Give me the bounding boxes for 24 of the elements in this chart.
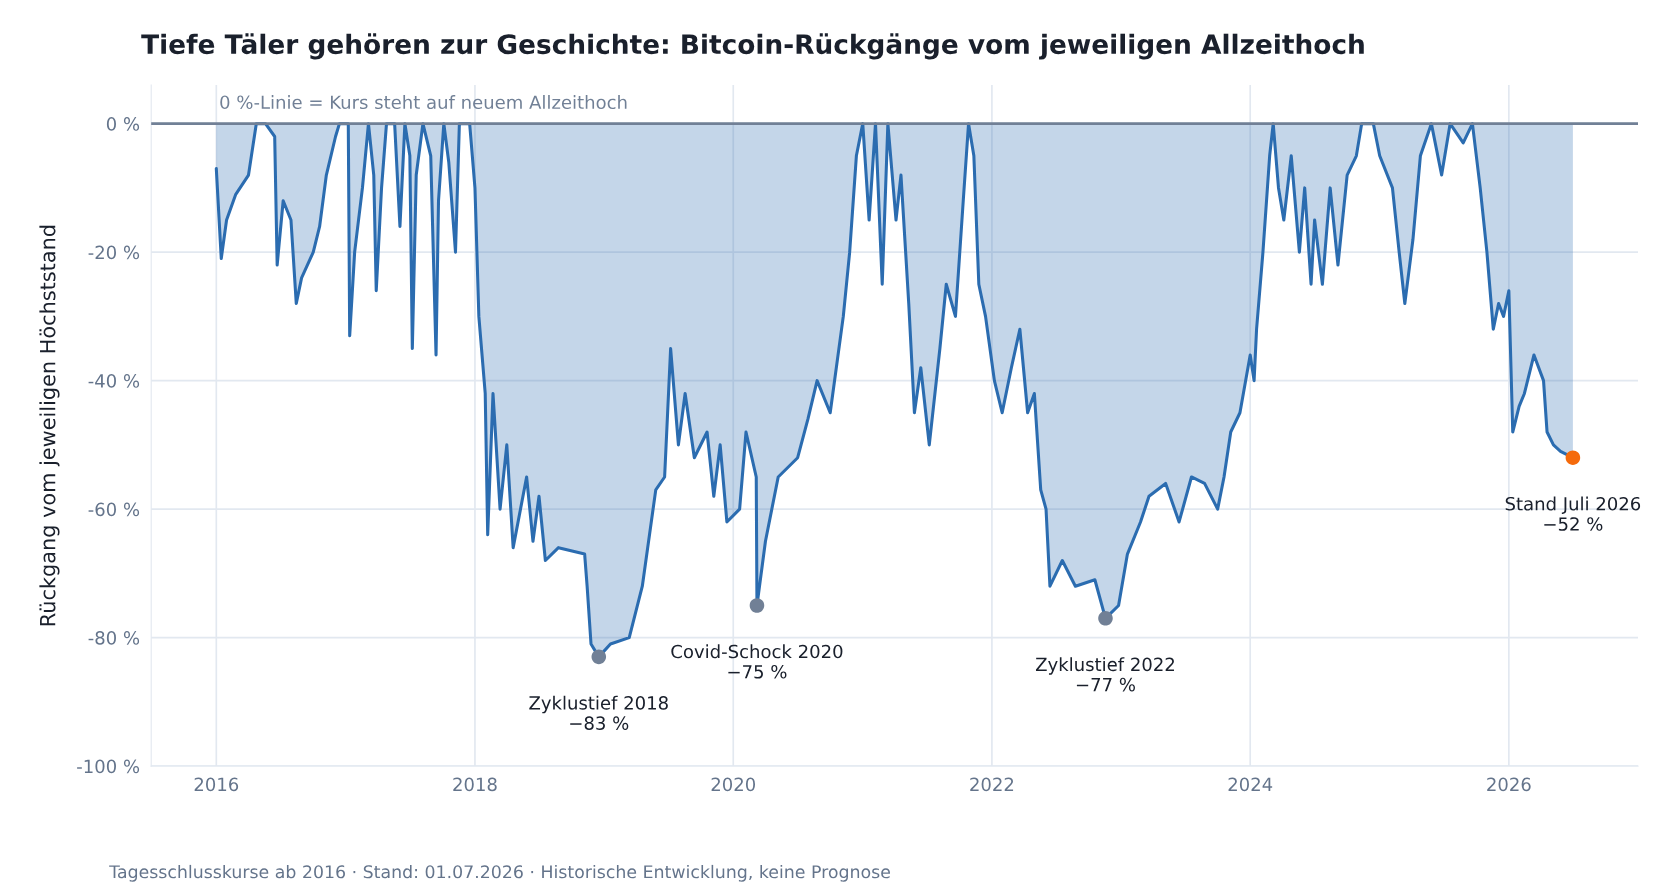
point (591, 649, 607, 665)
y-tick-label: -80 % (88, 631, 140, 645)
y-tick-label: -20 % (88, 245, 140, 260)
annotation: Stand Juli 2026 −52 % (1505, 496, 1641, 531)
annotation: Covid-Schock 2020 −75 % (671, 644, 843, 679)
point (1565, 450, 1581, 465)
y-tick-label: -60 % (88, 502, 140, 517)
x-tick-label: 2024 (1228, 777, 1273, 792)
point (1098, 611, 1113, 626)
x-tick-label: 2022 (970, 777, 1014, 792)
x-tick-label: 2016 (194, 777, 239, 792)
chart-title: Tiefe Täler gehören zur Geschichte: Bitcoin-Rückgänge vom jeweiligen Allzeithoch (141, 33, 1364, 60)
text: Tagesschlusskurse ab 2016 · Stand: 01.07.2026 · Historische Entwicklung, keine Prognose (109, 864, 890, 882)
point (749, 598, 765, 613)
x-tick-label: 2018 (453, 777, 497, 792)
annotation: Zyklustief 2022 −77 % (1035, 657, 1174, 692)
y-axis-title: Rückgang vom jeweiligen Höchststand (39, 225, 60, 626)
x-tick-label: 2020 (711, 777, 756, 792)
annotation: Zyklustief 2018 −83 % (529, 695, 668, 730)
y-tick-label: -40 % (88, 374, 140, 388)
y-tick-label: -100 % (77, 759, 140, 774)
ref-line-label: 0 %-Linie = Kurs steht auf neuem Allzeithoch (220, 95, 627, 110)
x-tick-label: 2026 (1487, 777, 1531, 792)
y-tick-label: 0 % (106, 117, 140, 131)
